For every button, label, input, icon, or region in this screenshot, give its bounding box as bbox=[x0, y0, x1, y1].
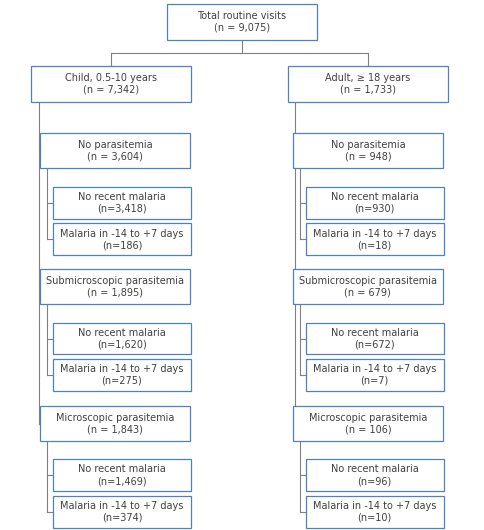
Text: Submicroscopic parasitemia
(n = 679): Submicroscopic parasitemia (n = 679) bbox=[299, 276, 437, 297]
Text: Adult, ≥ 18 years
(n = 1,733): Adult, ≥ 18 years (n = 1,733) bbox=[325, 73, 410, 95]
Text: No recent malaria
(n=3,418): No recent malaria (n=3,418) bbox=[78, 192, 166, 214]
Text: Malaria in -14 to +7 days
(n=10): Malaria in -14 to +7 days (n=10) bbox=[313, 501, 436, 523]
FancyBboxPatch shape bbox=[306, 496, 444, 528]
Text: Malaria in -14 to +7 days
(n=18): Malaria in -14 to +7 days (n=18) bbox=[313, 228, 436, 250]
FancyBboxPatch shape bbox=[306, 187, 444, 218]
Text: No parasitemia
(n = 3,604): No parasitemia (n = 3,604) bbox=[78, 139, 152, 161]
Text: Malaria in -14 to +7 days
(n=7): Malaria in -14 to +7 days (n=7) bbox=[313, 364, 436, 386]
Text: Malaria in -14 to +7 days
(n=275): Malaria in -14 to +7 days (n=275) bbox=[60, 364, 183, 386]
Text: Malaria in -14 to +7 days
(n=186): Malaria in -14 to +7 days (n=186) bbox=[60, 228, 183, 250]
Text: Microscopic parasitemia
(n = 1,843): Microscopic parasitemia (n = 1,843) bbox=[56, 413, 174, 434]
FancyBboxPatch shape bbox=[293, 269, 443, 304]
FancyBboxPatch shape bbox=[31, 66, 191, 102]
FancyBboxPatch shape bbox=[53, 496, 191, 528]
Text: Child, 0.5-10 years
(n = 7,342): Child, 0.5-10 years (n = 7,342) bbox=[65, 73, 157, 95]
FancyBboxPatch shape bbox=[288, 66, 448, 102]
Text: Submicroscopic parasitemia
(n = 1,895): Submicroscopic parasitemia (n = 1,895) bbox=[46, 276, 184, 297]
Text: Malaria in -14 to +7 days
(n=374): Malaria in -14 to +7 days (n=374) bbox=[60, 501, 183, 523]
FancyBboxPatch shape bbox=[53, 187, 191, 218]
FancyBboxPatch shape bbox=[53, 224, 191, 255]
FancyBboxPatch shape bbox=[53, 323, 191, 355]
Text: No recent malaria
(n=1,620): No recent malaria (n=1,620) bbox=[78, 328, 166, 349]
FancyBboxPatch shape bbox=[306, 460, 444, 491]
Text: Total routine visits
(n = 9,075): Total routine visits (n = 9,075) bbox=[197, 11, 287, 33]
Text: No parasitemia
(n = 948): No parasitemia (n = 948) bbox=[331, 139, 405, 161]
FancyBboxPatch shape bbox=[40, 269, 190, 304]
Text: No recent malaria
(n=96): No recent malaria (n=96) bbox=[331, 464, 419, 486]
Text: No recent malaria
(n=930): No recent malaria (n=930) bbox=[331, 192, 419, 214]
FancyBboxPatch shape bbox=[306, 323, 444, 355]
FancyBboxPatch shape bbox=[293, 406, 443, 441]
FancyBboxPatch shape bbox=[40, 133, 190, 168]
FancyBboxPatch shape bbox=[306, 359, 444, 391]
FancyBboxPatch shape bbox=[53, 359, 191, 391]
FancyBboxPatch shape bbox=[306, 224, 444, 255]
Text: No recent malaria
(n=1,469): No recent malaria (n=1,469) bbox=[78, 464, 166, 486]
Text: No recent malaria
(n=672): No recent malaria (n=672) bbox=[331, 328, 419, 349]
FancyBboxPatch shape bbox=[167, 4, 317, 40]
FancyBboxPatch shape bbox=[40, 406, 190, 441]
FancyBboxPatch shape bbox=[53, 460, 191, 491]
Text: Microscopic parasitemia
(n = 106): Microscopic parasitemia (n = 106) bbox=[309, 413, 427, 434]
FancyBboxPatch shape bbox=[293, 133, 443, 168]
